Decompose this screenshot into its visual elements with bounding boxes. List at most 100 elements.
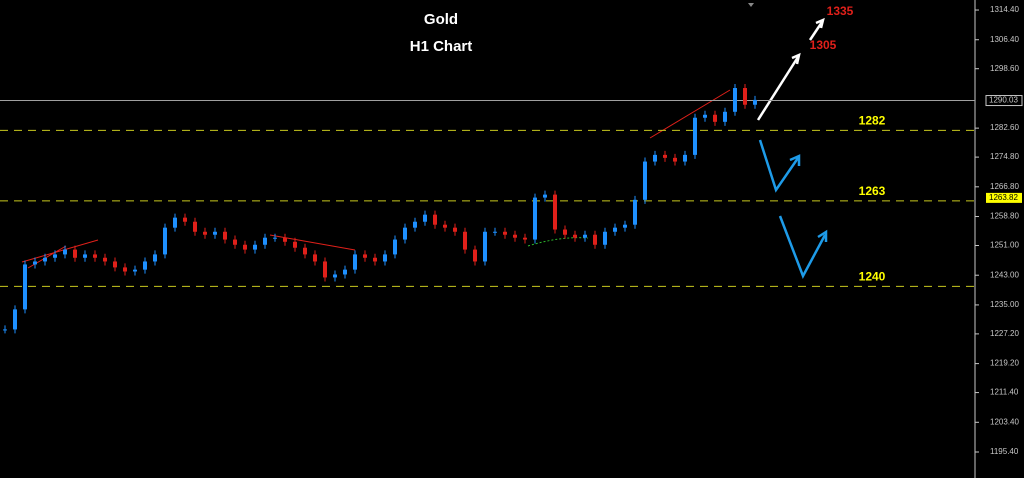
- y-tick-label: 1251.00: [990, 241, 1019, 250]
- y-tick-label: 1314.40: [990, 5, 1019, 14]
- candle-body: [453, 227, 457, 232]
- target-label: 1305: [810, 38, 837, 52]
- scenario-arrows: [758, 139, 828, 279]
- candle-body: [83, 254, 87, 258]
- candle-body: [473, 249, 477, 262]
- target-arrows: [756, 17, 825, 121]
- candle-body: [53, 254, 57, 258]
- candle-body: [103, 257, 107, 262]
- candle-body: [553, 194, 557, 230]
- candle-body: [203, 231, 207, 235]
- candle-body: [223, 231, 227, 240]
- level-price-label: 1263.82: [989, 193, 1018, 202]
- candle-body: [123, 267, 127, 272]
- candle-body: [293, 241, 297, 248]
- y-tick-label: 1219.20: [990, 359, 1019, 368]
- candle-body: [273, 237, 277, 239]
- y-tick-label: 1243.00: [990, 270, 1019, 279]
- candle-body: [613, 227, 617, 232]
- candle-body: [743, 88, 747, 105]
- candle-body: [113, 261, 117, 268]
- candle-body: [23, 264, 27, 310]
- support-curve: [527, 237, 589, 247]
- shift-marker: [748, 3, 754, 7]
- candle-body: [303, 247, 307, 255]
- chart-title: Gold: [424, 11, 458, 28]
- candle-body: [503, 231, 507, 235]
- price-box: [985, 95, 1023, 107]
- level-label: 1282: [859, 114, 886, 128]
- price-box: [986, 192, 1022, 203]
- candle-body: [373, 257, 377, 262]
- candle-body: [523, 237, 527, 240]
- candle-body: [633, 199, 637, 225]
- y-tick-label: 1274.80: [990, 152, 1019, 161]
- candle-body: [483, 231, 487, 262]
- candle-body: [253, 244, 257, 250]
- candle-body: [673, 157, 677, 162]
- candle-body: [543, 194, 547, 198]
- candle-body: [73, 249, 77, 258]
- candle-body: [393, 239, 397, 255]
- candle-body: [163, 227, 167, 255]
- candle-body: [383, 254, 387, 262]
- candle-body: [213, 231, 217, 235]
- candle-body: [133, 269, 137, 272]
- candle-body: [93, 254, 97, 258]
- y-tick-label: 1195.40: [990, 447, 1019, 456]
- candle-body: [413, 221, 417, 228]
- candle-body: [653, 154, 657, 162]
- candle-body: [713, 114, 717, 122]
- candle-body: [233, 239, 237, 245]
- candle-body: [313, 254, 317, 262]
- candle-body: [603, 231, 607, 245]
- y-tick-label: 1227.20: [990, 329, 1019, 338]
- candle-body: [243, 244, 247, 250]
- y-tick-label: 1298.60: [990, 64, 1019, 73]
- y-tick-label: 1306.40: [990, 35, 1019, 44]
- target-label: 1335: [827, 4, 854, 18]
- candle-body: [443, 224, 447, 228]
- candle-body: [493, 231, 497, 233]
- candle-body: [193, 221, 197, 232]
- y-tick-label: 1203.40: [990, 417, 1019, 426]
- y-tick-label: 1235.00: [990, 300, 1019, 309]
- y-tick-label: 1282.60: [990, 123, 1019, 132]
- candle-body: [693, 117, 697, 155]
- candle-body: [323, 261, 327, 278]
- candle-body: [463, 231, 467, 250]
- candle-body: [343, 269, 347, 275]
- chart-subtitle: H1 Chart: [410, 38, 473, 55]
- candle-body: [733, 88, 737, 112]
- candle-body: [423, 214, 427, 222]
- candle-body: [703, 114, 707, 118]
- candle-body: [143, 261, 147, 270]
- candle-body: [263, 237, 267, 245]
- level-label: 1263: [859, 184, 886, 198]
- candle-body: [623, 224, 627, 228]
- candle-body: [513, 234, 517, 238]
- candle-body: [683, 154, 687, 162]
- candle-body: [723, 111, 727, 122]
- candle-body: [283, 237, 287, 242]
- trend-lines: [21, 89, 731, 269]
- candle-body: [183, 217, 187, 222]
- candle-body: [43, 257, 47, 262]
- y-tick-label: 1266.80: [990, 182, 1019, 191]
- candle-body: [363, 254, 367, 258]
- candle-body: [433, 214, 437, 225]
- candle-body: [173, 217, 177, 228]
- candle-body: [333, 274, 337, 278]
- candle-body: [13, 309, 17, 330]
- candle-body: [63, 249, 67, 255]
- candle-body: [353, 254, 357, 270]
- candle-body: [643, 161, 647, 200]
- candle-body: [533, 197, 537, 240]
- candle-body: [753, 99, 757, 105]
- candle-body: [663, 154, 667, 158]
- y-tick-label: 1211.40: [990, 388, 1019, 397]
- candle-body: [583, 234, 587, 238]
- candle-body: [153, 254, 157, 262]
